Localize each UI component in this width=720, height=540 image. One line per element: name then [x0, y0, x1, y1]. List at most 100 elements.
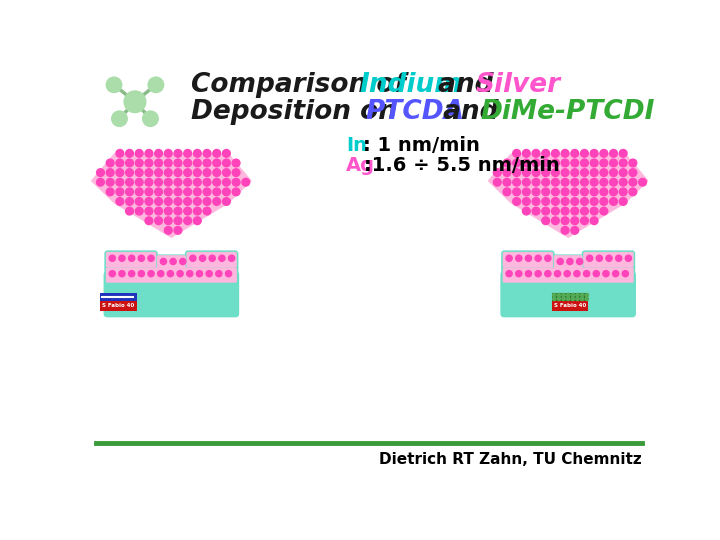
- Circle shape: [135, 159, 143, 167]
- Circle shape: [116, 178, 124, 186]
- Circle shape: [552, 168, 559, 177]
- Circle shape: [155, 207, 163, 215]
- Circle shape: [580, 150, 588, 157]
- Text: S Fabio 40: S Fabio 40: [554, 303, 587, 308]
- Text: In: In: [346, 137, 366, 156]
- Circle shape: [164, 226, 172, 234]
- Circle shape: [155, 188, 163, 195]
- Circle shape: [542, 159, 549, 167]
- Circle shape: [96, 168, 104, 177]
- Circle shape: [119, 271, 125, 276]
- FancyBboxPatch shape: [503, 267, 634, 283]
- Circle shape: [155, 159, 163, 167]
- Circle shape: [513, 198, 521, 205]
- Circle shape: [629, 188, 636, 195]
- Circle shape: [606, 255, 612, 261]
- Circle shape: [562, 297, 565, 301]
- Circle shape: [135, 168, 143, 177]
- Circle shape: [561, 159, 569, 167]
- Circle shape: [213, 198, 220, 205]
- Circle shape: [561, 188, 569, 195]
- Circle shape: [174, 217, 182, 225]
- Circle shape: [206, 271, 212, 276]
- Circle shape: [542, 217, 549, 225]
- FancyBboxPatch shape: [186, 252, 237, 267]
- Circle shape: [545, 271, 551, 276]
- Circle shape: [138, 255, 145, 261]
- Circle shape: [222, 159, 230, 167]
- Circle shape: [155, 178, 163, 186]
- Circle shape: [619, 159, 627, 167]
- Circle shape: [567, 259, 573, 265]
- Circle shape: [571, 217, 579, 225]
- Circle shape: [532, 188, 540, 195]
- Text: PTCDA: PTCDA: [366, 99, 465, 125]
- Circle shape: [610, 178, 617, 186]
- Circle shape: [561, 150, 569, 157]
- Circle shape: [174, 207, 182, 215]
- FancyBboxPatch shape: [104, 251, 158, 298]
- Circle shape: [532, 168, 540, 177]
- Text: Comparison of: Comparison of: [191, 72, 415, 98]
- Circle shape: [143, 111, 158, 126]
- Text: and: and: [428, 72, 503, 98]
- Circle shape: [190, 255, 196, 261]
- Circle shape: [603, 271, 609, 276]
- Circle shape: [600, 188, 608, 195]
- Circle shape: [184, 188, 192, 195]
- Circle shape: [145, 150, 153, 157]
- Circle shape: [561, 178, 569, 186]
- Circle shape: [138, 271, 145, 276]
- Circle shape: [523, 178, 530, 186]
- Circle shape: [167, 271, 174, 276]
- Circle shape: [164, 168, 172, 177]
- FancyBboxPatch shape: [503, 252, 553, 267]
- Polygon shape: [487, 153, 649, 238]
- Circle shape: [158, 271, 164, 276]
- Circle shape: [619, 150, 627, 157]
- Circle shape: [580, 293, 584, 296]
- Circle shape: [216, 271, 222, 276]
- Circle shape: [222, 150, 230, 157]
- Circle shape: [616, 255, 622, 261]
- Circle shape: [503, 188, 510, 195]
- Circle shape: [135, 207, 143, 215]
- Circle shape: [174, 198, 182, 205]
- Circle shape: [145, 198, 153, 205]
- Circle shape: [116, 159, 124, 167]
- FancyBboxPatch shape: [106, 267, 237, 283]
- Circle shape: [523, 150, 530, 157]
- Circle shape: [107, 159, 114, 167]
- Polygon shape: [91, 153, 252, 238]
- Circle shape: [583, 271, 590, 276]
- Circle shape: [135, 178, 143, 186]
- Circle shape: [552, 297, 556, 301]
- Circle shape: [585, 293, 588, 296]
- Circle shape: [116, 168, 124, 177]
- FancyBboxPatch shape: [157, 255, 186, 271]
- Circle shape: [619, 188, 627, 195]
- Circle shape: [126, 198, 133, 205]
- Circle shape: [513, 178, 521, 186]
- Circle shape: [194, 178, 201, 186]
- Circle shape: [107, 77, 122, 92]
- Text: Indium: Indium: [360, 72, 462, 98]
- Circle shape: [593, 271, 599, 276]
- Circle shape: [545, 255, 551, 261]
- Circle shape: [552, 198, 559, 205]
- Text: S Fabio 40: S Fabio 40: [102, 303, 135, 308]
- Circle shape: [203, 188, 211, 195]
- Circle shape: [213, 150, 220, 157]
- Circle shape: [596, 255, 603, 261]
- Circle shape: [145, 178, 153, 186]
- Circle shape: [535, 255, 541, 261]
- Circle shape: [203, 150, 211, 157]
- Circle shape: [116, 150, 124, 157]
- Circle shape: [590, 217, 598, 225]
- Circle shape: [155, 198, 163, 205]
- Circle shape: [571, 293, 575, 296]
- Circle shape: [619, 178, 627, 186]
- Circle shape: [170, 259, 176, 265]
- FancyBboxPatch shape: [582, 251, 635, 298]
- Bar: [552, 301, 588, 311]
